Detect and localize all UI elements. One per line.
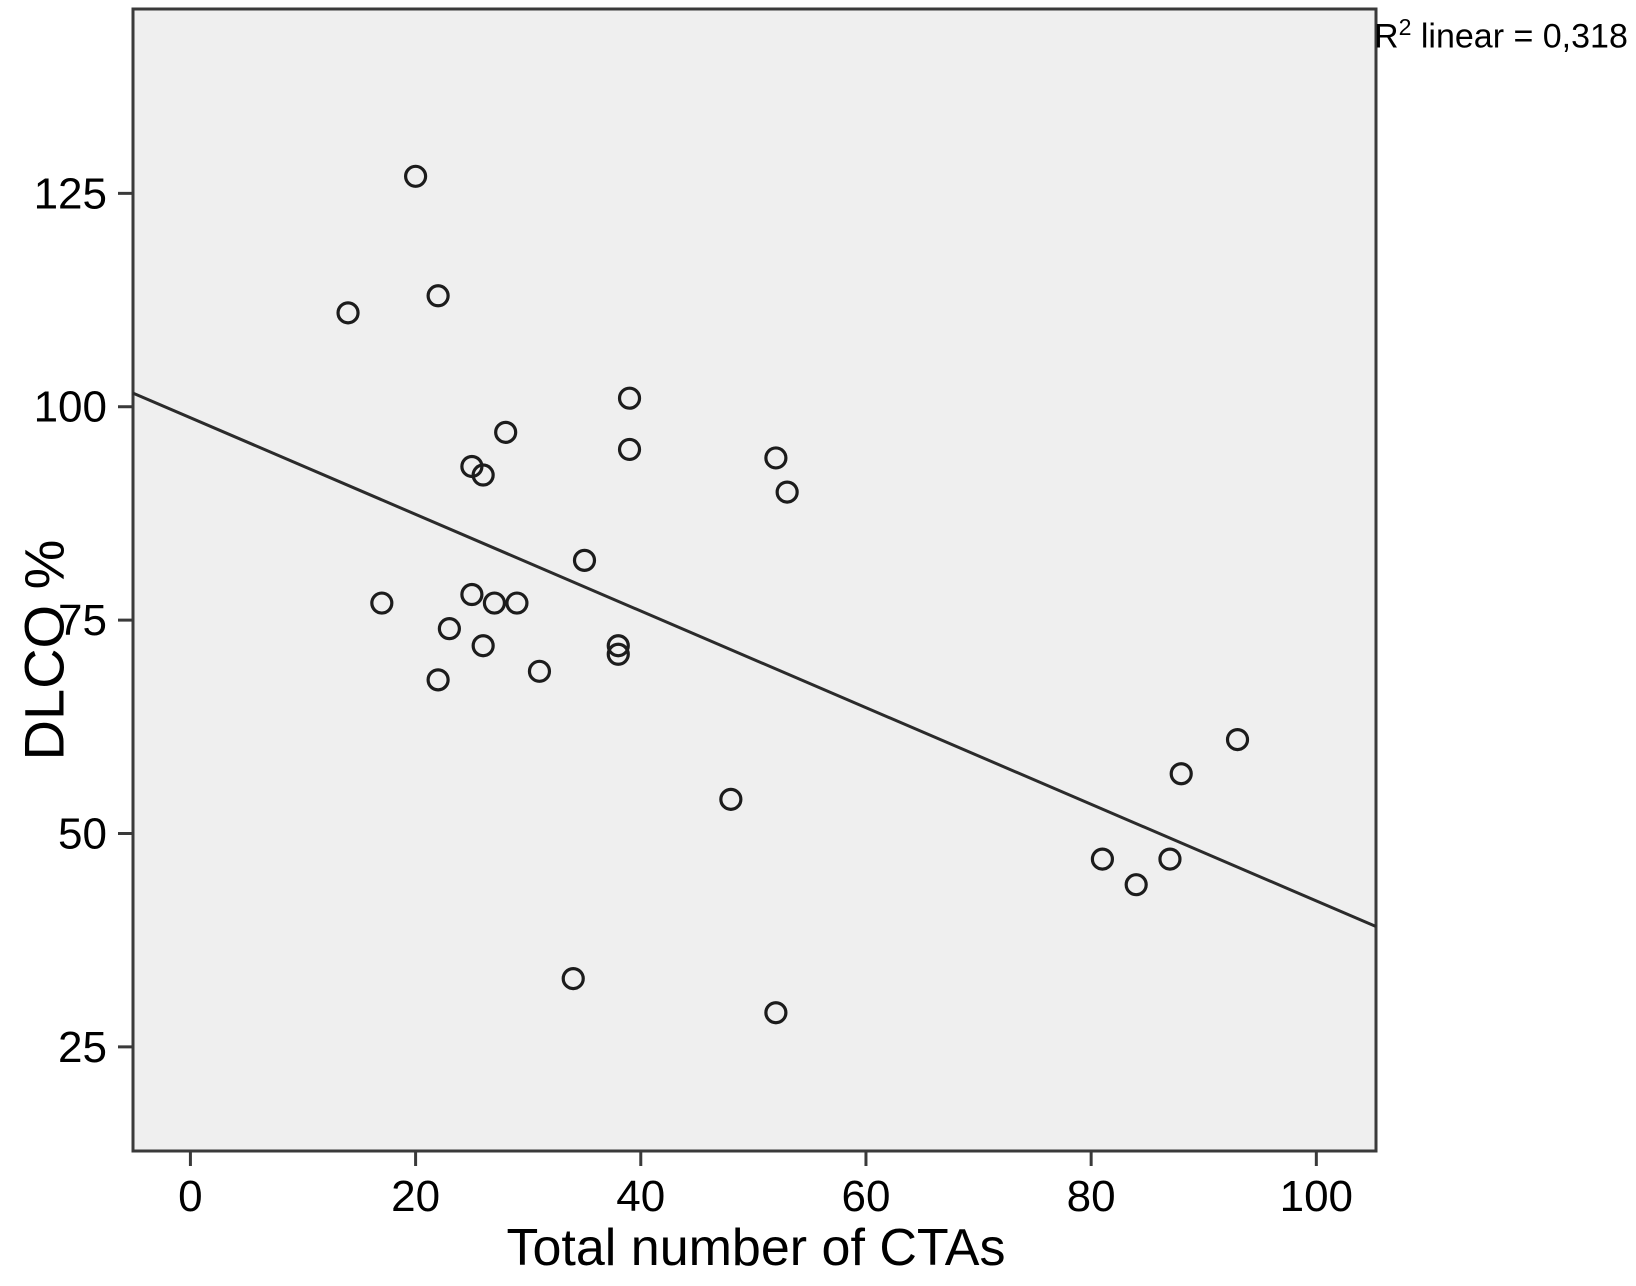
x-axis-tick-label: 100	[1280, 1172, 1353, 1221]
data-point	[617, 386, 642, 410]
x-axis-tick-label: 80	[1067, 1172, 1116, 1221]
data-point	[1158, 847, 1182, 871]
data-point	[1225, 728, 1250, 752]
data-point	[617, 437, 642, 462]
y-axis-tick-label: 75	[58, 596, 107, 645]
data-point	[471, 634, 495, 658]
x-axis-title: Total number of CTAs	[506, 1219, 1006, 1277]
data-point	[1169, 762, 1193, 786]
data-point	[494, 420, 518, 444]
data-point	[426, 284, 450, 308]
y-axis-tick-label: 50	[58, 809, 107, 858]
data-point	[527, 659, 552, 683]
data-point	[764, 446, 788, 470]
y-axis-tick-label: 25	[58, 1023, 107, 1072]
data-point	[1124, 873, 1148, 897]
data-point	[505, 591, 529, 615]
data-point	[572, 548, 597, 572]
plot-frame	[131, 7, 1378, 1153]
x-axis-tick-label: 60	[841, 1172, 890, 1221]
data-point	[775, 480, 799, 504]
data-point	[460, 582, 484, 607]
x-axis-tick-label: 20	[391, 1172, 440, 1221]
data-point	[404, 164, 428, 188]
data-point	[370, 591, 394, 615]
x-axis-tick-label: 40	[616, 1172, 665, 1221]
data-point	[336, 301, 360, 325]
data-point	[426, 668, 450, 692]
data-point	[437, 617, 461, 641]
r-squared-superscript: 2	[1398, 14, 1412, 40]
y-axis-tick-label: 125	[34, 169, 107, 218]
y-axis-title: DLCO %	[12, 539, 76, 761]
data-point	[606, 634, 630, 658]
data-point	[764, 1001, 788, 1025]
r-squared-value: linear = 0,318	[1411, 17, 1628, 56]
y-axis-tick-label: 100	[34, 383, 107, 432]
r-squared-base: R	[1374, 17, 1399, 56]
x-axis-tick-label: 0	[178, 1172, 202, 1221]
data-point	[1090, 847, 1115, 871]
regression-line	[132, 391, 1377, 928]
data-point	[606, 642, 630, 666]
data-point	[482, 591, 507, 615]
data-point	[561, 966, 585, 991]
data-point	[719, 787, 743, 811]
r-squared-annotation: R2 linear = 0,318	[1374, 14, 1628, 56]
data-point	[471, 463, 495, 487]
